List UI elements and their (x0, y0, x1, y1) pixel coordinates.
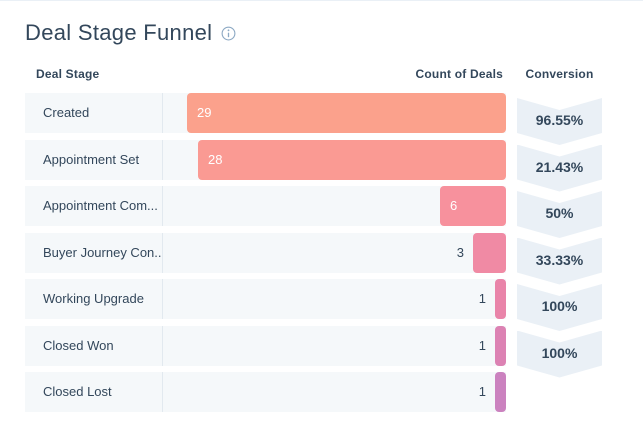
stage-label: Created (43, 105, 90, 120)
funnel-bar[interactable] (495, 279, 506, 319)
conversion-badge: 33.33% (517, 237, 602, 285)
funnel-row: Buyer Journey Con... 3 (25, 232, 506, 273)
stage-label: Appointment Set (43, 151, 140, 167)
stage-label: Closed Won (43, 337, 114, 353)
bar-value: 3 (456, 244, 464, 260)
bar-track: 3 (162, 232, 506, 273)
conversion-badge: 50% (517, 191, 602, 238)
conversion-badge: 100% (517, 330, 602, 378)
bar-track: 1 (162, 279, 506, 319)
conversion-value: 21.43% (535, 158, 584, 175)
bar-value: 1 (478, 384, 486, 399)
conversion-badge: 100% (517, 284, 602, 331)
funnel-row: Appointment Com... 6 (25, 186, 506, 226)
stage-label: Buyer Journey Con... (43, 244, 162, 260)
stage-label: Closed Lost (43, 384, 112, 399)
bar-track: 6 (162, 186, 506, 226)
funnel-row: Created 29 (25, 93, 506, 133)
funnel-bar[interactable]: 29 (187, 93, 506, 133)
funnel-bar[interactable]: 28 (198, 139, 506, 180)
conversion-value: 33.33% (535, 251, 584, 268)
stage-label: Appointment Com... (43, 198, 158, 213)
funnel-row: Closed Won 1 (25, 325, 506, 366)
report-header: Deal Stage Funnel (25, 20, 236, 46)
funnel-row: Appointment Set 28 (25, 139, 506, 180)
conversion-value: 50% (545, 205, 574, 221)
conversion-badge-column: 96.55% 21.43% 50% 33.33% 100% 100% (517, 93, 602, 423)
bar-value: 6 (450, 198, 458, 213)
bar-value: 1 (478, 291, 486, 306)
info-icon[interactable] (221, 26, 236, 41)
conversion-value: 96.55% (535, 112, 584, 128)
funnel-bar[interactable] (473, 232, 506, 273)
funnel-bar[interactable] (495, 325, 506, 366)
funnel-row: Working Upgrade 1 (25, 279, 506, 319)
column-header-deal-stage: Deal Stage (36, 67, 100, 81)
bar-value: 28 (208, 151, 223, 167)
column-header-count-of-deals: Count of Deals (415, 67, 503, 81)
conversion-value: 100% (541, 344, 578, 361)
bar-value: 29 (197, 105, 212, 120)
conversion-badge: 96.55% (517, 98, 602, 145)
bar-track: 1 (162, 372, 506, 412)
page-title: Deal Stage Funnel (25, 20, 213, 45)
conversion-badge: 21.43% (517, 144, 602, 192)
stage-label: Working Upgrade (43, 291, 144, 306)
bar-value: 1 (478, 337, 486, 353)
funnel-chart: Created 29 Appointment Set 28 Appointment Co… (25, 93, 506, 412)
conversion-value: 100% (541, 298, 578, 314)
column-header-conversion: Conversion (525, 67, 594, 81)
bar-track: 29 (162, 93, 506, 133)
bar-track: 28 (162, 139, 506, 180)
funnel-bar[interactable]: 6 (440, 186, 506, 226)
bar-track: 1 (162, 325, 506, 366)
funnel-bar[interactable] (495, 372, 506, 412)
funnel-row: Closed Lost 1 (25, 372, 506, 412)
